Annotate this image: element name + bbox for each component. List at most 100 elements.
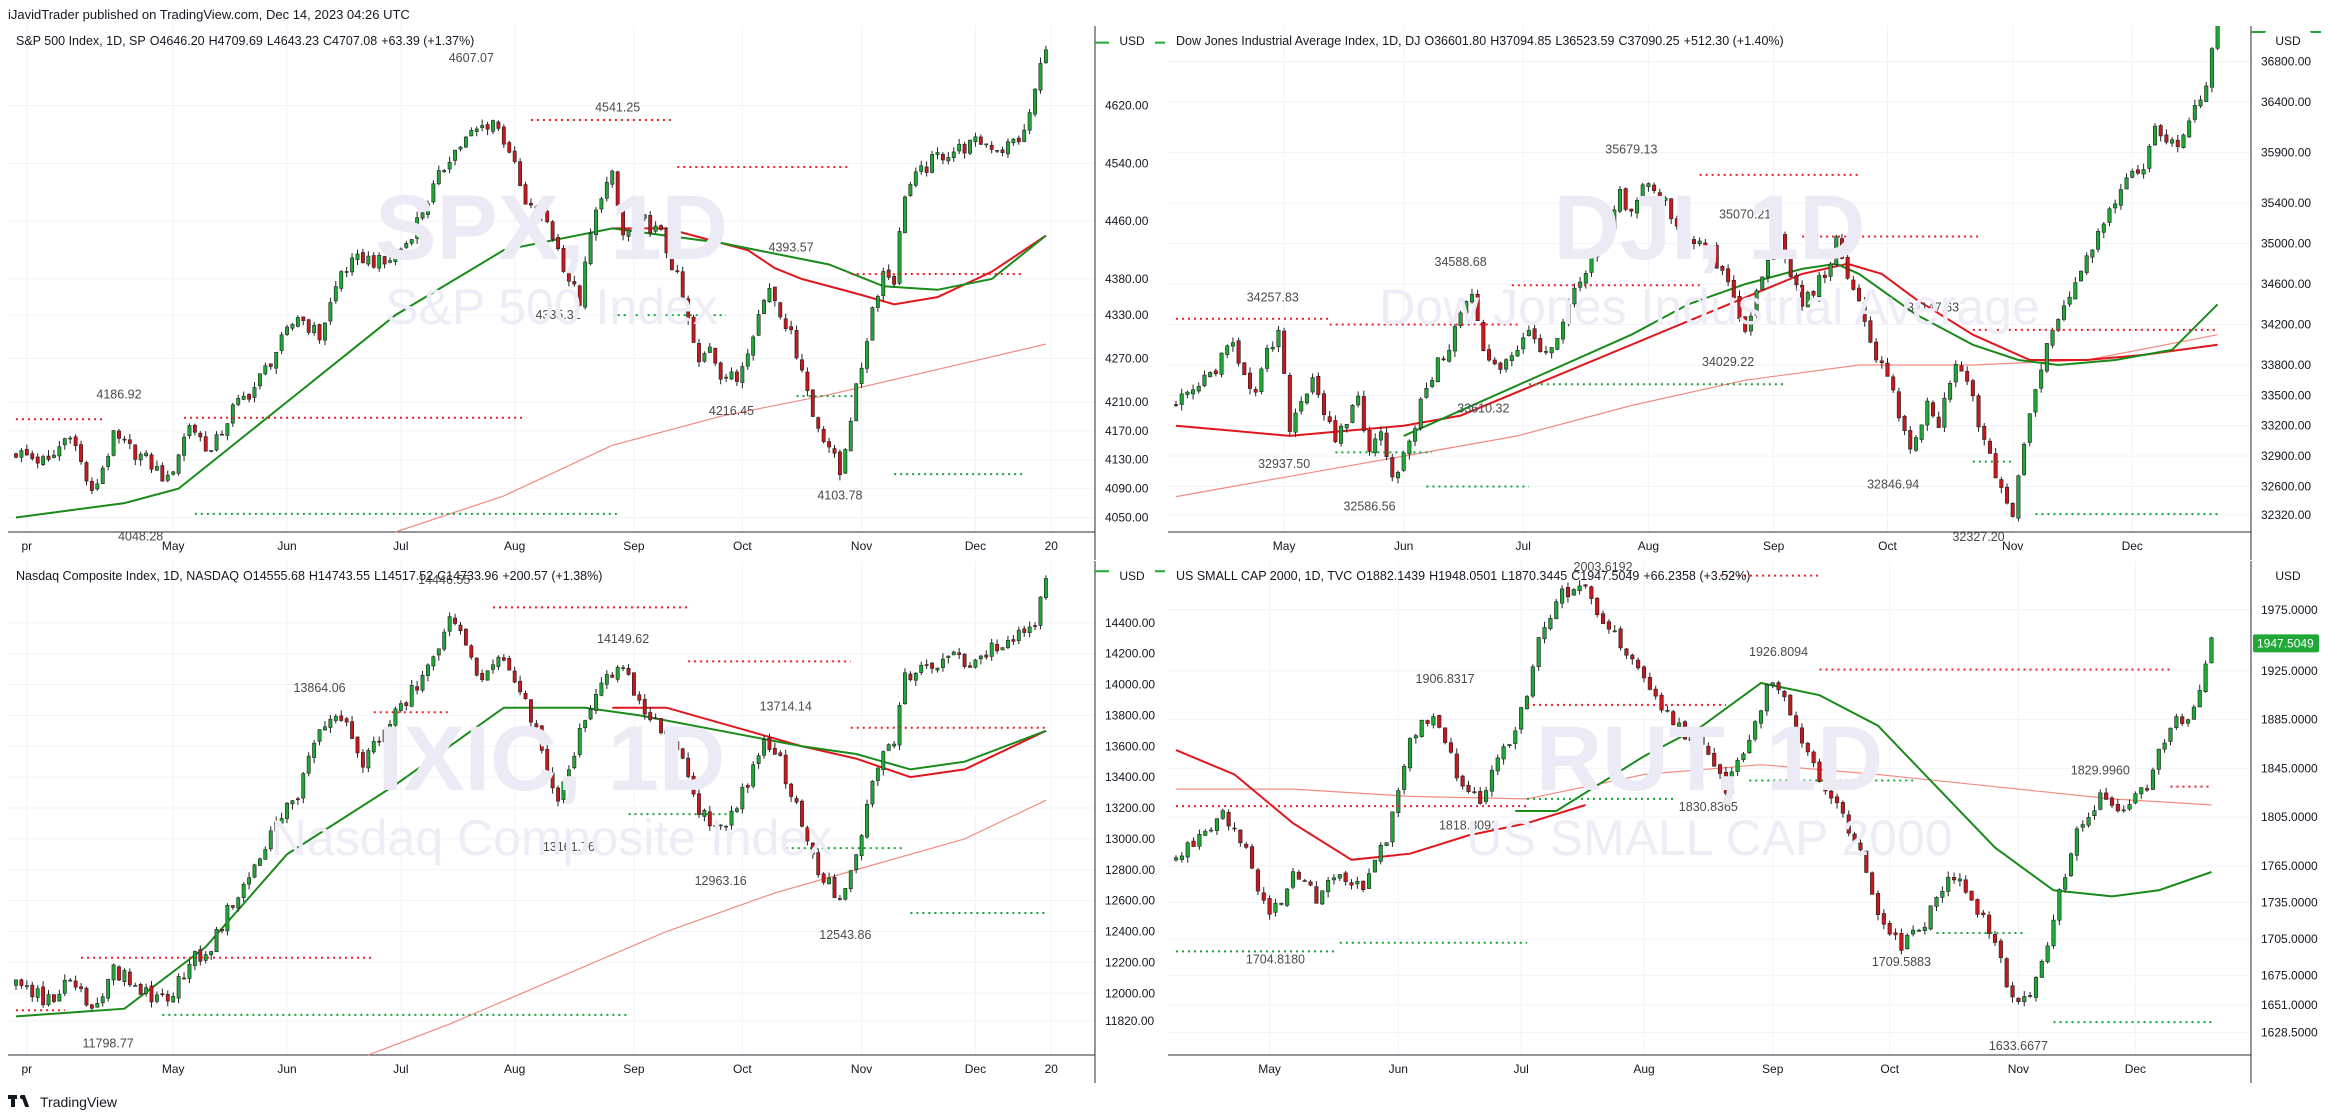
currency-button[interactable]: USD xyxy=(1109,565,1155,587)
candle-body xyxy=(697,343,701,363)
candle-body xyxy=(1697,240,1702,245)
candle-body xyxy=(19,979,24,986)
candle xyxy=(203,431,208,452)
candle-body xyxy=(1840,802,1845,814)
candle-body xyxy=(2096,231,2101,250)
candle-body xyxy=(1402,765,1407,790)
candle-body xyxy=(1652,184,1657,191)
chart-panel-dji[interactable]: Dow Jones Industrial Average Index, 1D, … xyxy=(1168,26,2321,560)
candle xyxy=(1273,898,1278,917)
candle-body xyxy=(398,703,403,711)
candle xyxy=(762,735,766,759)
ohlc-open: O36601.80 xyxy=(1424,34,1487,48)
candle-body xyxy=(2191,706,2196,720)
candle xyxy=(453,613,457,626)
candle-body xyxy=(529,699,533,723)
candle-body xyxy=(1513,730,1518,744)
candle xyxy=(1011,634,1016,645)
candle xyxy=(783,749,788,789)
chart-panel-spx[interactable]: S&P 500 Index, 1D, SP O4646.20 H4709.69 L46… xyxy=(8,26,1165,560)
candle-body xyxy=(1555,338,1560,350)
candle-body xyxy=(1536,637,1541,667)
candle-body xyxy=(566,272,571,282)
x-tick-label: Aug xyxy=(1638,539,1659,553)
candle-body xyxy=(1253,389,1258,393)
candle xyxy=(1314,881,1319,904)
candle xyxy=(214,431,219,452)
candle xyxy=(702,808,707,822)
price-annotation: 4393.57 xyxy=(769,241,814,255)
candle-body xyxy=(962,143,967,154)
candle xyxy=(485,121,490,136)
candle xyxy=(1526,325,1531,337)
candle xyxy=(301,772,306,804)
candle-body xyxy=(100,996,105,1004)
candle xyxy=(1230,337,1235,352)
candle-body xyxy=(2174,716,2179,728)
candle-body xyxy=(946,655,951,658)
candle xyxy=(995,639,1000,654)
candle-body xyxy=(1293,412,1298,433)
candle-body xyxy=(1378,844,1383,862)
candle xyxy=(577,723,582,758)
candle-body xyxy=(1361,396,1366,431)
candle-body xyxy=(73,980,78,988)
candle-body xyxy=(2028,995,2033,997)
candle-body xyxy=(247,394,252,400)
candle xyxy=(2109,795,2115,809)
candle-body xyxy=(1033,88,1037,115)
candle xyxy=(1472,787,1477,794)
candle-body xyxy=(2150,769,2156,790)
candle xyxy=(138,451,143,466)
candle xyxy=(1743,316,1748,334)
candle-body xyxy=(1671,711,1676,726)
candle-body xyxy=(789,326,794,331)
candle xyxy=(241,391,246,401)
candle xyxy=(263,846,268,860)
candle xyxy=(924,659,929,669)
candle-body xyxy=(1794,715,1799,729)
y-tick-label: 1845.0000 xyxy=(2261,761,2318,775)
candle-body xyxy=(604,182,609,199)
candle xyxy=(62,974,67,997)
currency-button[interactable]: USD xyxy=(2265,565,2311,587)
candle xyxy=(1758,709,1764,729)
candle-body xyxy=(2215,26,2220,49)
candle-body xyxy=(111,430,116,456)
candle xyxy=(382,727,387,748)
candle-body xyxy=(2084,255,2089,273)
candle xyxy=(1296,870,1301,880)
candle-body xyxy=(453,149,457,161)
candle xyxy=(2147,143,2152,173)
y-tick-label: 13200.00 xyxy=(1105,801,1155,815)
candle xyxy=(1373,433,1378,457)
candle-body xyxy=(79,444,83,462)
candle-body xyxy=(751,336,756,356)
price-annotation: 4216.45 xyxy=(709,404,754,418)
y-tick-label: 14000.00 xyxy=(1105,678,1155,692)
chart-panel-ixic[interactable]: Nasdaq Composite Index, 1D, NASDAQ O14555… xyxy=(8,561,1165,1083)
candle-body xyxy=(2181,134,2186,149)
candle-body xyxy=(1430,379,1435,387)
currency-button[interactable]: USD xyxy=(1109,30,1155,52)
currency-button[interactable]: USD xyxy=(2265,30,2311,52)
candle xyxy=(913,167,918,188)
candle-body xyxy=(1691,239,1696,244)
candle-body xyxy=(35,456,40,464)
candle xyxy=(442,168,447,174)
candle-body xyxy=(160,993,165,996)
chart-panel-rut[interactable]: US SMALL CAP 2000, 1D, TVC O1882.1439 H194… xyxy=(1168,561,2321,1083)
candle-body xyxy=(14,453,18,458)
candle xyxy=(550,767,555,794)
candle-body xyxy=(371,255,376,268)
candle-body xyxy=(1940,891,1945,898)
y-tick-label: 14400.00 xyxy=(1105,616,1155,630)
candle xyxy=(2156,748,2161,775)
chart-svg: 4186.924048.284607.074335.314541.254393.… xyxy=(8,26,1165,560)
candle xyxy=(2158,123,2163,142)
price-annotation: 12543.86 xyxy=(819,928,871,942)
candle xyxy=(176,453,181,476)
ohlc-high: H37094.85 xyxy=(1490,34,1552,48)
x-tick-label: 20 xyxy=(1045,539,1059,553)
candle xyxy=(594,688,598,715)
